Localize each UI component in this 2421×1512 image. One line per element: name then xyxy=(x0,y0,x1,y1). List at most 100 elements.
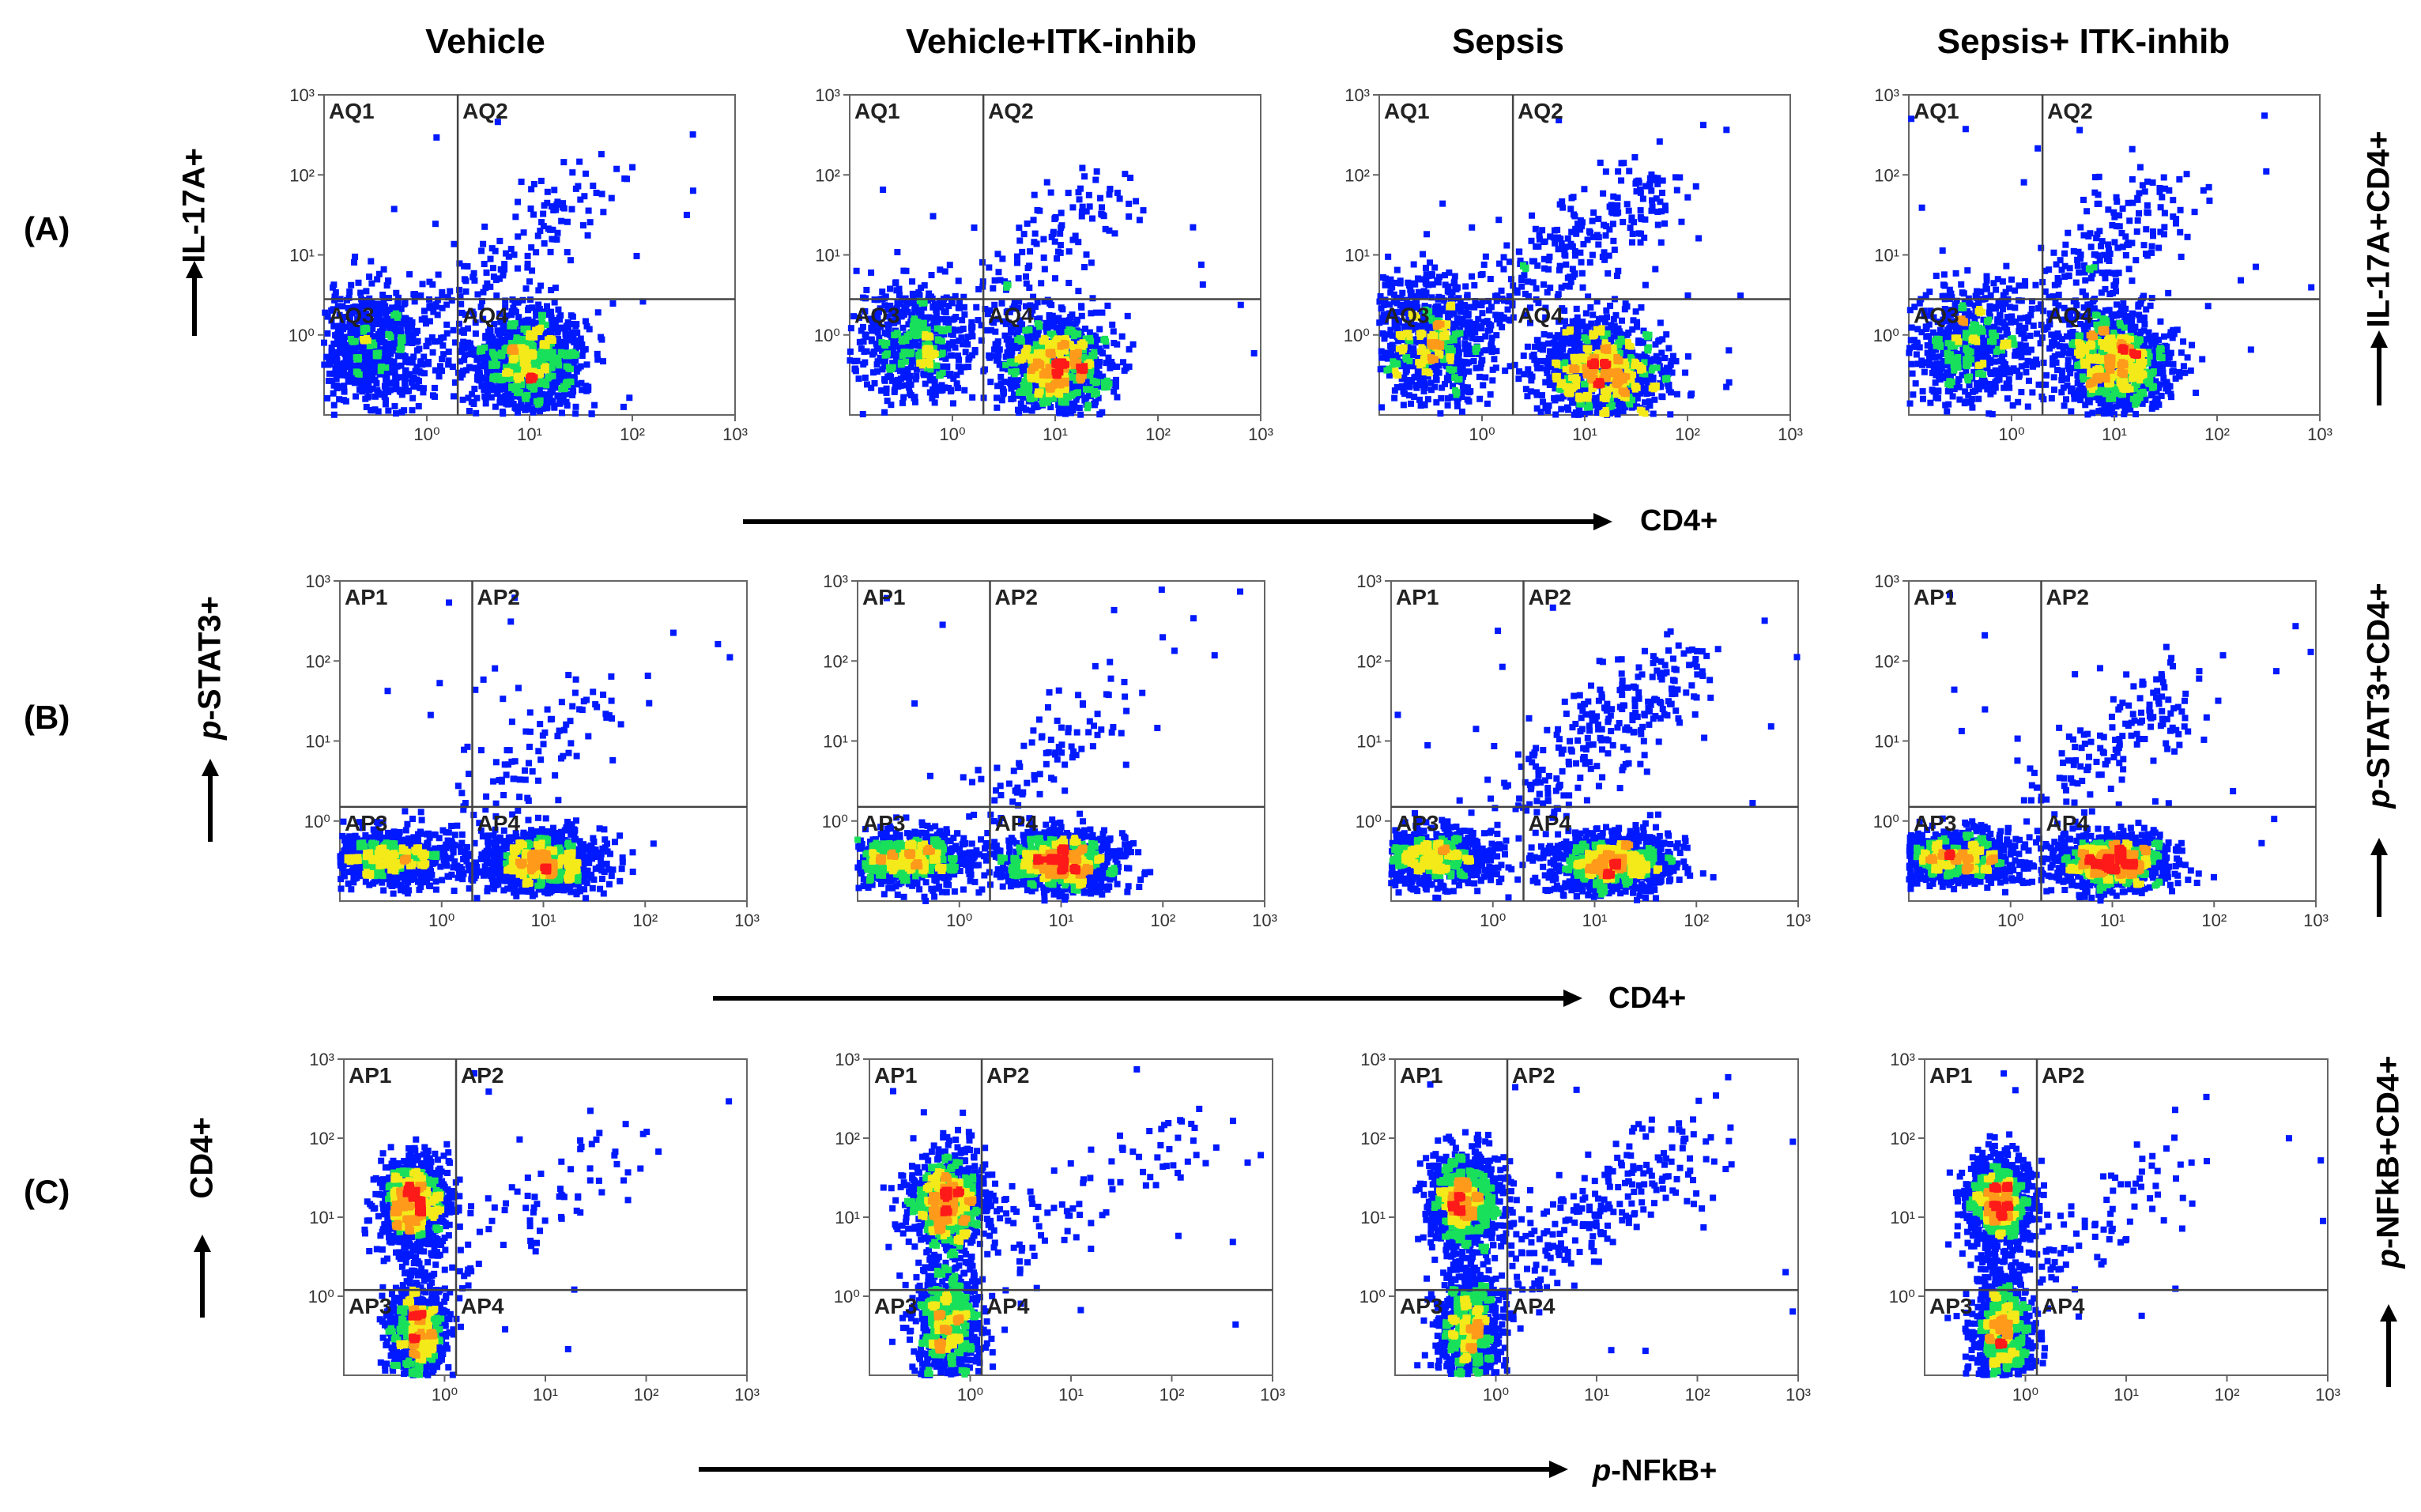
scatter-point xyxy=(390,358,398,365)
scatter-point xyxy=(1237,301,1244,308)
scatter-point xyxy=(947,388,954,395)
scatter-point xyxy=(1441,297,1448,304)
scatter-point xyxy=(950,326,957,334)
scatter-point xyxy=(425,359,432,366)
scatter-point xyxy=(1699,122,1706,129)
scatter-point xyxy=(404,339,411,346)
scatter-point xyxy=(1424,323,1431,330)
scatter-point xyxy=(1051,368,1058,375)
scatter-point xyxy=(1030,293,1037,300)
scatter-point xyxy=(1062,386,1069,393)
scatter-point xyxy=(1465,384,1472,391)
scatter-point xyxy=(522,395,530,402)
scatter-point xyxy=(347,341,354,349)
scatter-point xyxy=(1057,242,1064,249)
scatter-point xyxy=(390,379,398,386)
scatter-point xyxy=(469,390,476,398)
scatter-point xyxy=(500,374,507,381)
scatter-point xyxy=(1027,248,1034,255)
scatter-point xyxy=(571,374,578,381)
x-tick-label: 10¹ xyxy=(1043,424,1068,444)
scatter-point xyxy=(363,403,370,410)
scatter-point xyxy=(373,315,380,322)
scatter-point xyxy=(456,320,463,327)
scatter-point xyxy=(1086,329,1093,336)
scatter-point xyxy=(973,304,980,311)
scatter-point xyxy=(1499,314,1506,321)
scatter-point xyxy=(903,337,910,345)
scatter-point xyxy=(990,285,997,292)
scatter-point xyxy=(986,354,994,361)
scatter-point xyxy=(1471,281,1478,288)
scatter-point xyxy=(378,363,385,370)
scatter-point xyxy=(544,188,551,195)
scatter-point xyxy=(556,398,564,405)
scatter-point xyxy=(487,255,494,262)
scatter-point xyxy=(1408,304,1415,311)
scatter-point xyxy=(1027,356,1034,364)
scatter-point xyxy=(405,387,413,394)
scatter-point xyxy=(920,319,927,326)
scatter-point xyxy=(457,293,464,300)
scatter-point xyxy=(944,363,951,370)
scatter-point xyxy=(1568,348,1575,355)
scatter-point xyxy=(1465,323,1472,330)
scatter-point xyxy=(582,318,589,325)
scatter-point xyxy=(1593,409,1601,417)
scatter-point xyxy=(869,369,877,376)
scatter-point xyxy=(570,350,577,357)
scatter-point xyxy=(399,320,406,327)
scatter-point xyxy=(1040,236,1047,243)
scatter-point xyxy=(626,394,633,402)
scatter-point xyxy=(1642,216,1649,223)
scatter-point xyxy=(1035,360,1043,368)
scatter-point xyxy=(1626,168,1633,175)
scatter-point xyxy=(470,270,477,277)
scatter-point xyxy=(1097,194,1104,202)
scatter-point xyxy=(938,363,945,370)
scatter-point xyxy=(1384,349,1391,356)
scatter-point xyxy=(1589,398,1597,405)
scatter-point xyxy=(1506,258,1513,266)
scatter-point xyxy=(460,338,467,345)
scatter-point xyxy=(1574,349,1582,356)
scatter-point xyxy=(1641,351,1648,358)
scatter-point xyxy=(1569,399,1576,406)
scatter-point xyxy=(1476,373,1483,380)
scatter-point xyxy=(862,374,869,381)
scatter-point xyxy=(1018,389,1025,396)
scatter-point xyxy=(1544,288,1551,296)
scatter-point xyxy=(1403,362,1410,369)
scatter-point xyxy=(868,384,875,391)
scatter-point xyxy=(1040,254,1047,261)
x-label-row-c: p-NFkB+ xyxy=(1593,1454,1717,1488)
scatter-point xyxy=(1566,283,1573,290)
scatter-point xyxy=(1035,388,1042,395)
scatter-point xyxy=(847,348,854,355)
scatter-point xyxy=(1546,348,1553,355)
scatter-point xyxy=(975,285,982,292)
scatter-point xyxy=(892,383,899,390)
scatter-point xyxy=(1611,246,1618,253)
scatter-point xyxy=(1133,198,1140,205)
scatter-point xyxy=(539,405,546,413)
scatter-point xyxy=(324,394,331,402)
scatter-point xyxy=(358,386,365,393)
scatter-point xyxy=(930,315,937,322)
scatter-point xyxy=(907,364,914,371)
scatter-point xyxy=(461,276,468,283)
scatter-point xyxy=(341,383,348,390)
scatter-point xyxy=(921,304,928,311)
scatter-point xyxy=(494,390,501,398)
scatter-point xyxy=(1502,367,1509,374)
scatter-point xyxy=(1522,311,1529,319)
quadrant-label: AQ3 xyxy=(854,303,900,327)
scatter-point xyxy=(887,317,894,324)
scatter-point xyxy=(1017,400,1024,407)
scatter-point xyxy=(469,273,477,281)
scatter-point xyxy=(357,289,364,296)
scatter-point xyxy=(1457,308,1464,315)
scatter-point xyxy=(541,392,549,399)
scatter-point xyxy=(1435,303,1442,310)
scatter-point xyxy=(1002,353,1009,360)
